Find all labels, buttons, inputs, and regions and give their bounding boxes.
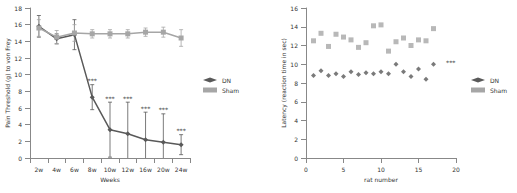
svg-text:0: 0 [18, 155, 22, 162]
svg-text:5: 5 [342, 166, 346, 173]
svg-text:2: 2 [18, 138, 22, 145]
svg-text:12: 12 [14, 55, 22, 62]
svg-text:6: 6 [18, 105, 22, 112]
svg-text:Sham: Sham [222, 87, 239, 94]
svg-text:***: *** [159, 106, 169, 113]
svg-text:DN: DN [490, 77, 499, 84]
svg-text:4: 4 [294, 117, 298, 124]
svg-text:6w: 6w [70, 166, 79, 173]
svg-text:8w: 8w [88, 166, 97, 173]
svg-text:12w: 12w [122, 166, 135, 173]
svg-text:***: *** [88, 77, 98, 84]
svg-text:10: 10 [377, 166, 385, 173]
svg-text:8: 8 [294, 80, 298, 87]
svg-text:4: 4 [18, 121, 22, 128]
svg-text:***: *** [446, 59, 456, 66]
svg-text:***: *** [105, 95, 115, 102]
svg-text:2: 2 [294, 136, 298, 143]
svg-text:18: 18 [14, 5, 22, 12]
svg-text:2w: 2w [35, 166, 44, 173]
svg-text:rat number: rat number [364, 176, 398, 183]
svg-text:***: *** [123, 95, 133, 102]
svg-text:10w: 10w [104, 166, 117, 173]
svg-text:20: 20 [452, 166, 460, 173]
svg-text:***: *** [176, 127, 186, 134]
svg-text:Sham: Sham [490, 87, 507, 94]
svg-text:15: 15 [415, 166, 423, 173]
svg-text:16: 16 [14, 21, 22, 28]
svg-text:Weeks: Weeks [100, 176, 120, 183]
svg-text:Pain Threshold (g) to von Frey: Pain Threshold (g) to von Frey [4, 38, 12, 128]
svg-text:8: 8 [18, 88, 22, 95]
svg-text:Latency (reaction time in sec): Latency (reaction time in sec) [280, 38, 288, 128]
svg-text:0: 0 [294, 155, 298, 162]
svg-text:24w: 24w [175, 166, 188, 173]
svg-text:16w: 16w [139, 166, 152, 173]
svg-text:DN: DN [222, 77, 231, 84]
svg-text:0: 0 [304, 166, 308, 173]
svg-text:14: 14 [14, 38, 22, 45]
svg-text:10: 10 [14, 71, 22, 78]
svg-text:6: 6 [294, 98, 298, 105]
svg-text:10: 10 [290, 61, 298, 68]
svg-text:12: 12 [290, 42, 298, 49]
svg-text:14: 14 [290, 23, 298, 30]
svg-text:***: *** [141, 105, 151, 112]
svg-text:20w: 20w [157, 166, 170, 173]
svg-text:16: 16 [290, 5, 298, 12]
svg-text:4w: 4w [52, 166, 61, 173]
